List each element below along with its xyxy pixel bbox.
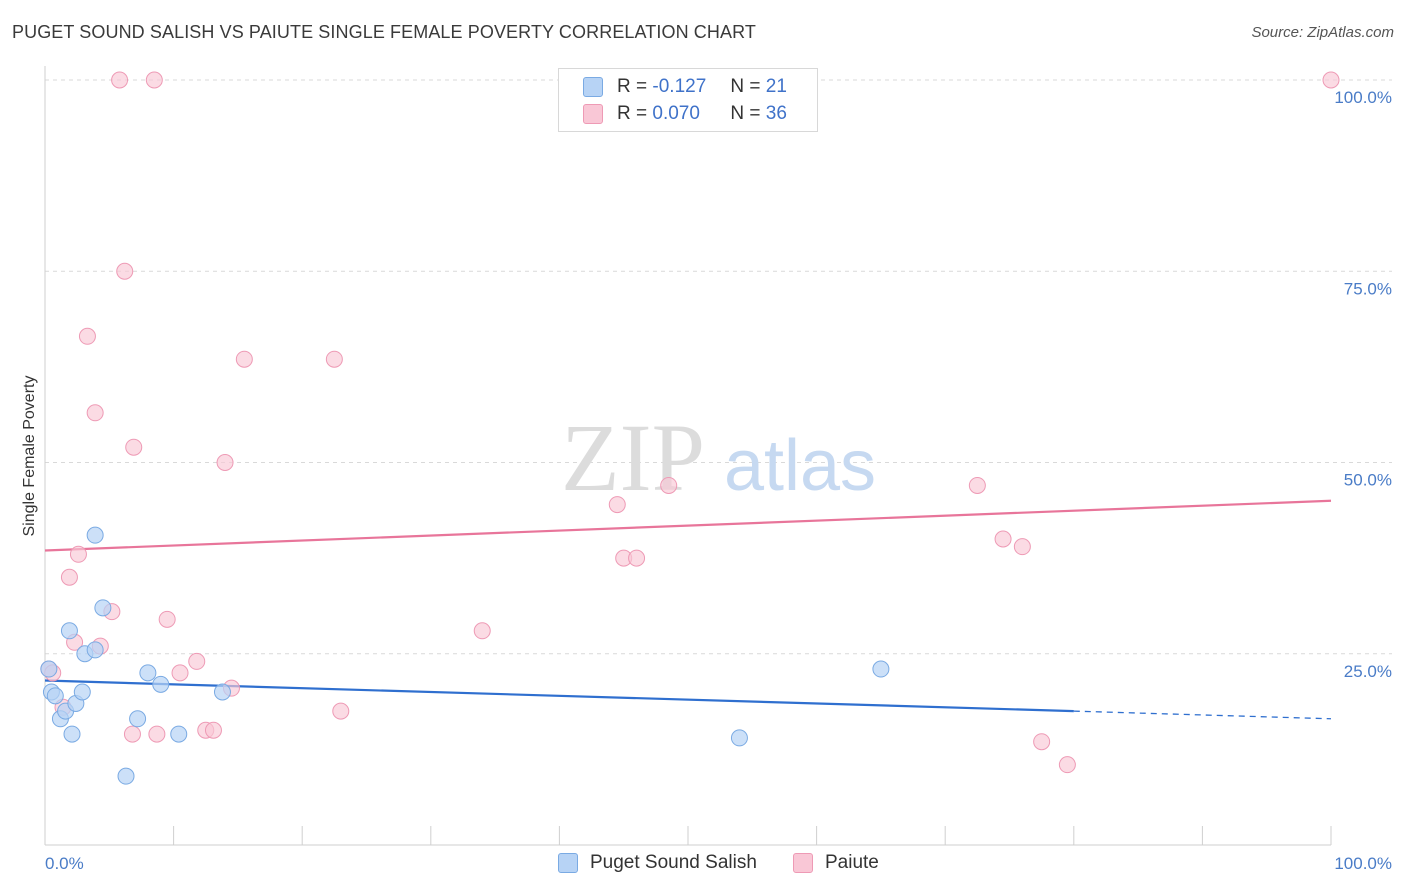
chart-title: PUGET SOUND SALISH VS PAIUTE SINGLE FEMA… [12, 22, 756, 42]
grid-lines [45, 79, 1392, 655]
paiute-point [1058, 756, 1076, 774]
paiute-point [235, 350, 253, 368]
paiute-point [1322, 71, 1340, 89]
puget-trend-line [44, 679, 1074, 713]
trend-lines [44, 499, 1332, 720]
watermark-atlas: atlas [724, 426, 876, 506]
puget-point [86, 526, 104, 544]
puget-point [139, 664, 157, 682]
legend-label-paiute: Paiute [825, 852, 879, 873]
puget-point [730, 729, 748, 747]
puget-point [170, 725, 188, 743]
puget-point [213, 683, 231, 701]
legend-n-label: N = [730, 76, 761, 97]
paiute-point [216, 454, 234, 471]
paiute-point [660, 476, 678, 494]
legend-r-value: 0.070 [652, 103, 700, 124]
paiute-point [158, 610, 176, 628]
paiute-point [145, 71, 163, 89]
paiute-point [628, 549, 646, 567]
puget-point [86, 641, 104, 659]
paiute-points [40, 71, 1340, 774]
stats-legend: R = -0.127 N = 21 R = 0.070 N = 36 [558, 68, 818, 132]
series-legend: Puget Sound Salish Paiute [0, 852, 1406, 878]
puget-point [117, 767, 135, 785]
paiute-point [1033, 733, 1051, 751]
x-tick-label: 0.0% [45, 854, 84, 873]
legend-item-paiute[interactable]: Paiute [793, 852, 879, 874]
legend-n-value: 21 [765, 76, 787, 97]
paiute-point [473, 622, 491, 640]
paiute-point [204, 721, 222, 739]
y-axis-label: Single Female Poverty [21, 376, 38, 537]
puget-trend-extension [1073, 710, 1332, 720]
puget-point [40, 660, 58, 678]
source-label: Source: ZipAtlas.com [1251, 24, 1394, 41]
puget-point [60, 622, 78, 640]
paiute-point [188, 652, 206, 670]
tick-labels: 25.0% 50.0% 75.0% 100.0% 0.0% 100.0% [45, 88, 1392, 873]
legend-label-puget: Puget Sound Salish [590, 852, 757, 873]
legend-n-label: N = [730, 103, 761, 124]
legend-row-paiute: R = 0.070 N = 36 [583, 102, 787, 126]
puget-point [73, 683, 91, 701]
axes [44, 66, 1332, 846]
puget-sound-salish-points [40, 526, 890, 785]
paiute-point [125, 438, 143, 456]
legend-r-label: R = [617, 76, 648, 97]
y-tick-label: 50.0% [1344, 471, 1392, 490]
watermark-zip: ZIP [561, 404, 705, 511]
paiute-point [1013, 538, 1031, 556]
legend-item-puget[interactable]: Puget Sound Salish [558, 852, 757, 874]
paiute-point [123, 725, 141, 743]
legend-swatch-pink [793, 853, 813, 873]
y-tick-label: 75.0% [1344, 279, 1392, 298]
puget-point [94, 599, 112, 617]
legend-swatch-pink [583, 104, 603, 124]
paiute-point [994, 530, 1012, 548]
puget-point [129, 710, 147, 728]
x-tick-label: 100.0% [1334, 854, 1392, 873]
legend-n-value: 36 [765, 103, 787, 124]
paiute-point [171, 664, 189, 682]
puget-point [63, 725, 81, 743]
paiute-point [116, 262, 134, 280]
paiute-point [69, 545, 87, 563]
paiute-point [968, 476, 986, 494]
y-tick-label: 100.0% [1334, 88, 1392, 107]
paiute-point [148, 725, 166, 743]
legend-r-value: -0.127 [652, 76, 707, 97]
paiute-point [608, 496, 626, 514]
paiute-point [325, 350, 343, 368]
puget-point [872, 660, 890, 678]
paiute-point [78, 327, 96, 345]
paiute-point [332, 702, 350, 720]
puget-point [152, 675, 170, 693]
puget-point [46, 687, 64, 705]
paiute-point [86, 404, 104, 422]
watermark: ZIP atlas [561, 404, 876, 511]
legend-row-puget: R = -0.127 N = 21 [583, 75, 787, 99]
paiute-point [111, 71, 129, 89]
legend-r-label: R = [617, 103, 648, 124]
y-tick-label: 25.0% [1344, 662, 1392, 681]
legend-swatch-blue [558, 853, 578, 873]
paiute-point [60, 568, 78, 586]
paiute-trend-line [44, 499, 1332, 552]
legend-swatch-blue [583, 77, 603, 97]
